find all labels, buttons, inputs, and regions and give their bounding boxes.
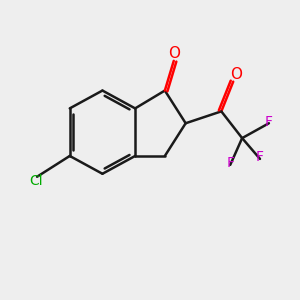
Text: O: O [230, 67, 242, 82]
Text: Cl: Cl [29, 174, 42, 188]
Text: F: F [226, 156, 234, 170]
Text: O: O [168, 46, 180, 61]
Text: F: F [265, 115, 273, 129]
Text: F: F [256, 150, 264, 164]
